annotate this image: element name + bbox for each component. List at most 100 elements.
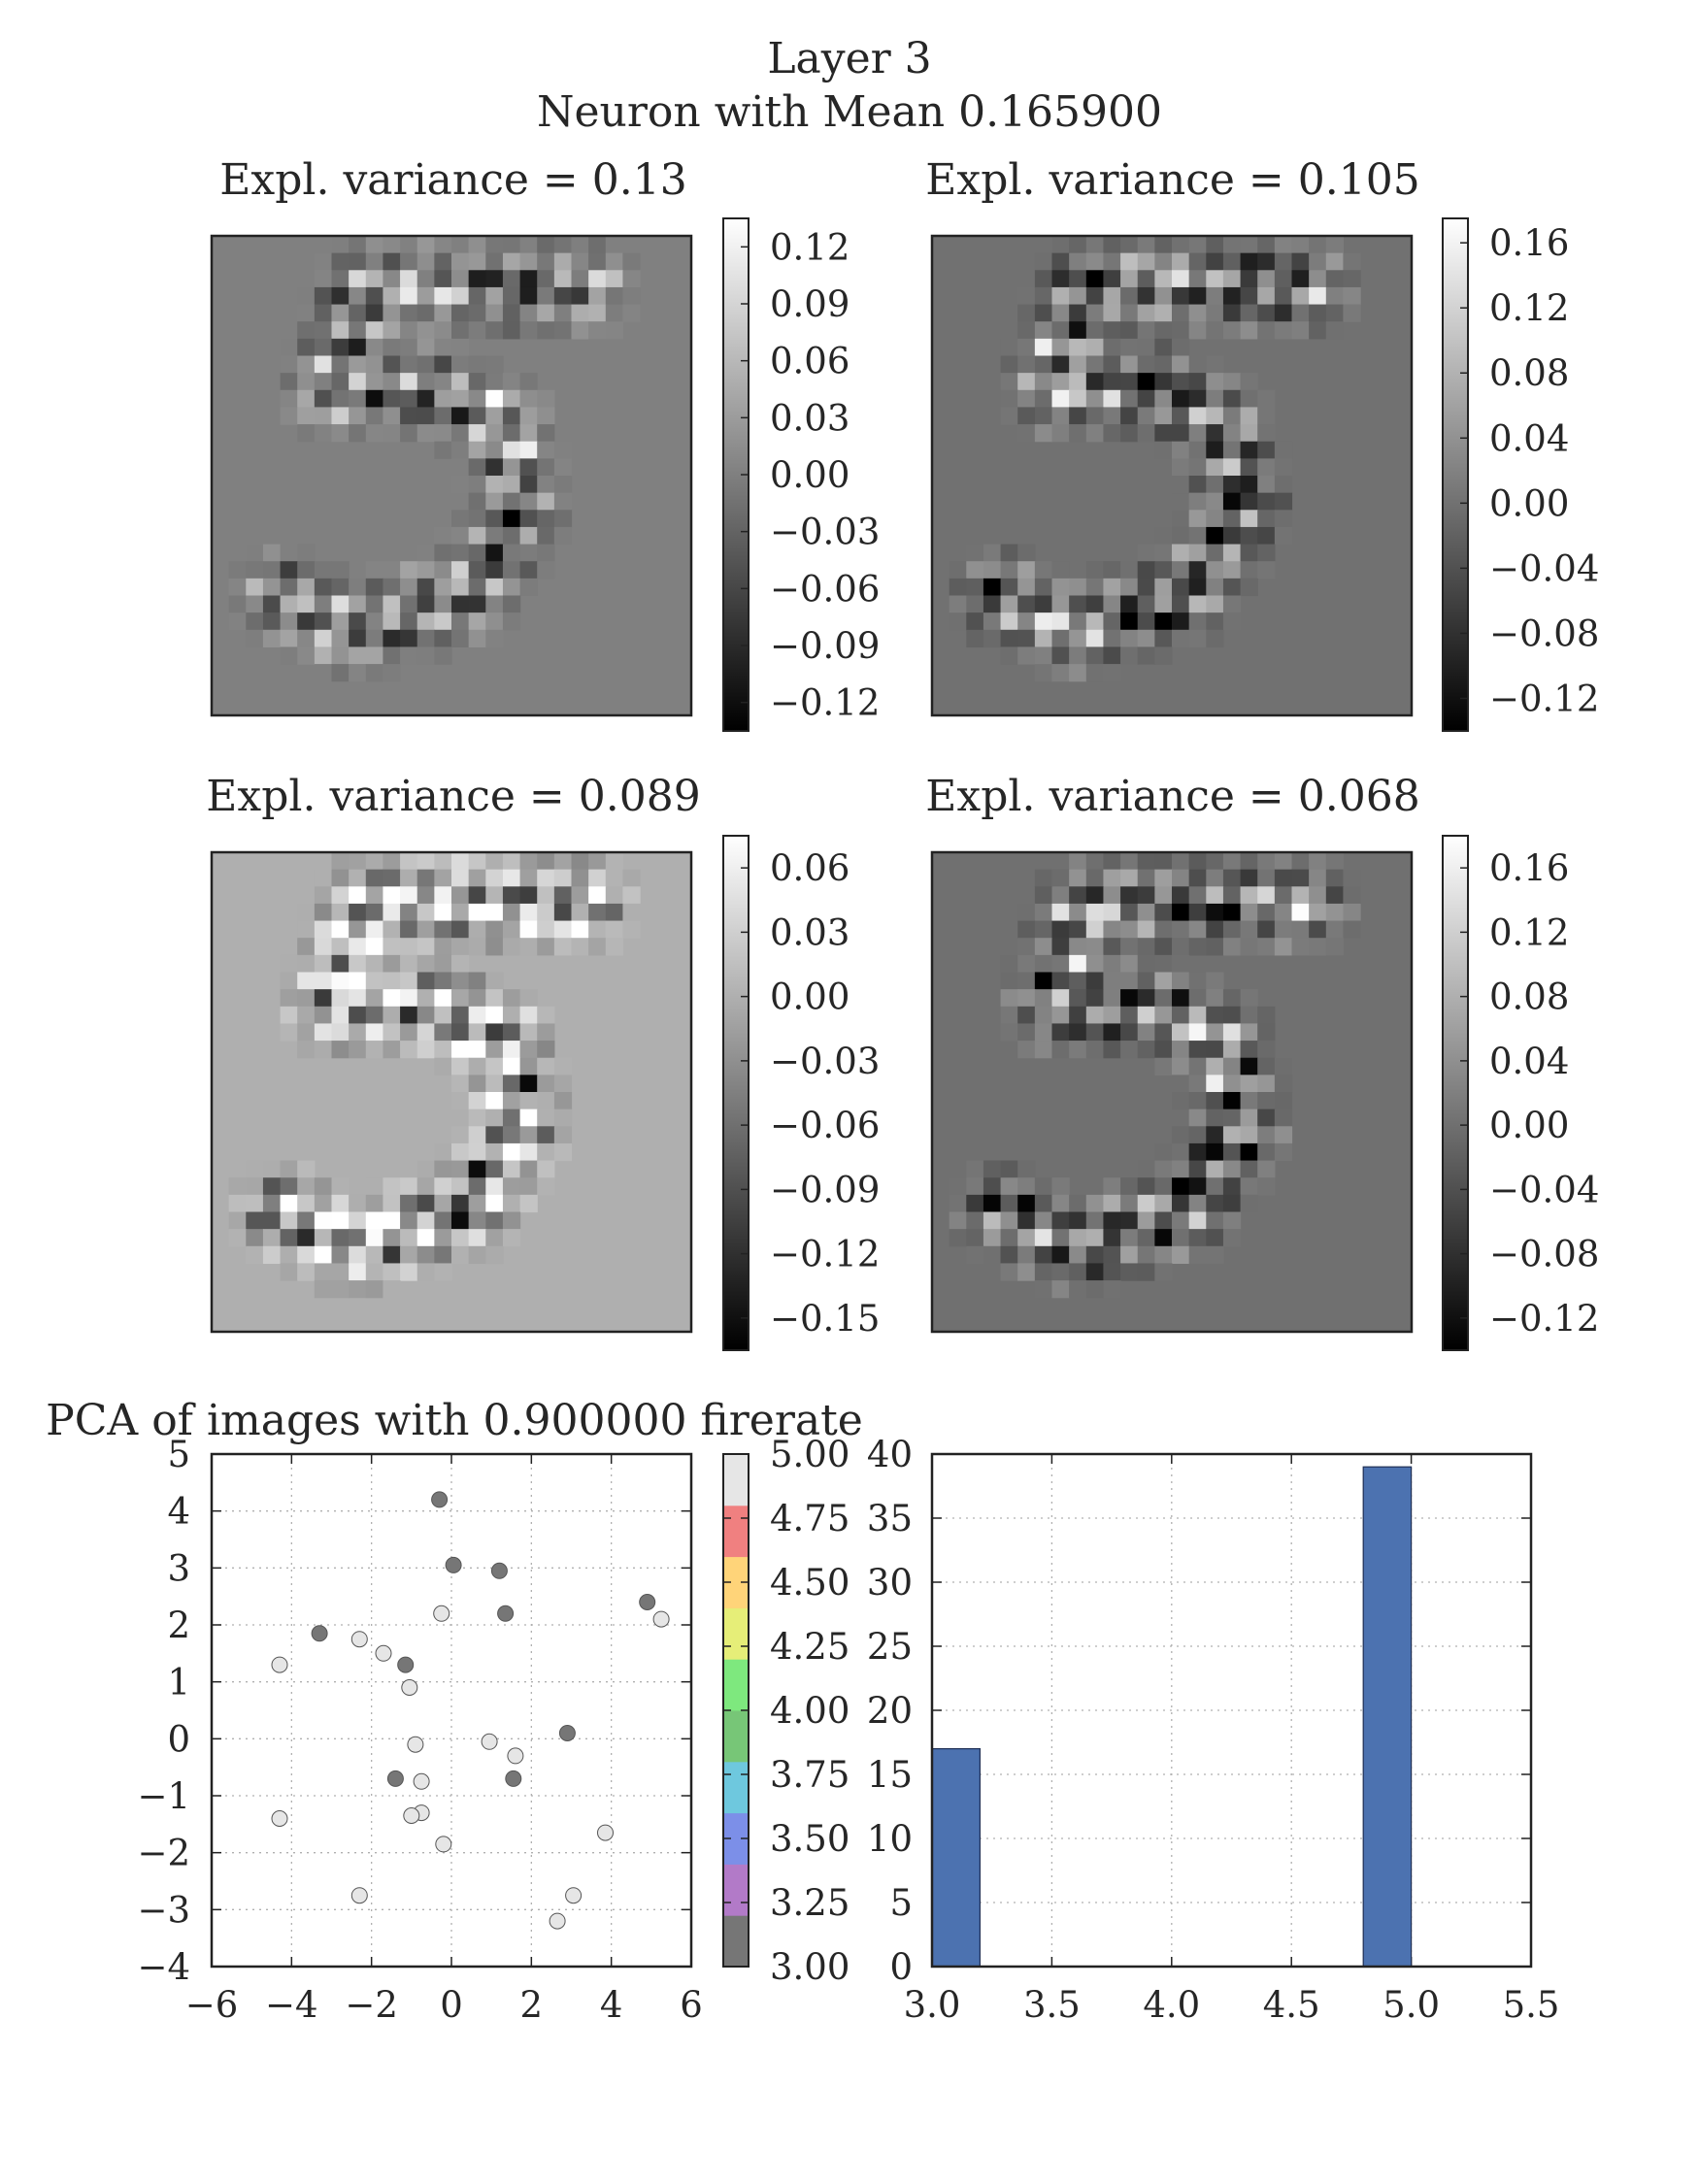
heatmap-cell — [537, 270, 555, 288]
heatmap-cell — [1309, 852, 1327, 871]
heatmap-cell — [434, 1177, 452, 1196]
heatmap-cell — [1257, 1006, 1276, 1025]
heatmap-cell — [451, 1126, 470, 1144]
heatmap-cell — [1085, 252, 1105, 271]
heatmap-cell — [1120, 373, 1139, 391]
heatmap-cell — [365, 424, 384, 443]
heatmap-cell — [1274, 441, 1293, 459]
heatmap-cell — [1188, 1006, 1207, 1025]
heatmap-cell — [1137, 1211, 1155, 1230]
heatmap-cell — [314, 989, 333, 1008]
heatmap-cell — [485, 424, 504, 443]
heatmap-cell — [451, 989, 470, 1008]
heatmap-cell — [1188, 1229, 1207, 1247]
heatmap-cell — [1274, 1075, 1293, 1093]
heatmap-cell — [297, 920, 316, 939]
heatmap-cell — [485, 1006, 504, 1025]
heatmap-cell — [949, 561, 967, 579]
heatmap-cell — [1137, 1229, 1155, 1247]
heatmap-cell — [1240, 321, 1258, 340]
heatmap-cell — [383, 1280, 401, 1299]
heatmap-cell — [262, 595, 282, 613]
heatmap-cell — [314, 1177, 333, 1196]
heatmap-cell — [314, 286, 333, 306]
heatmap-cell — [314, 373, 333, 391]
heatmap-cell — [502, 1006, 521, 1025]
scatter-point — [497, 1605, 515, 1622]
heatmap-cell — [468, 886, 486, 905]
heatmap-cell — [1069, 252, 1087, 271]
heatmap-cell — [966, 1245, 984, 1265]
heatmap-cell — [1154, 355, 1173, 374]
heatmap-cell — [1034, 903, 1053, 922]
heatmap-cell — [537, 852, 555, 871]
heatmap-cell — [1188, 1057, 1207, 1075]
heatmap-cell — [1069, 1194, 1087, 1213]
heatmap-cell — [383, 561, 401, 579]
heatmap-cell — [331, 1041, 350, 1059]
heatmap-cell — [1172, 1229, 1190, 1247]
heatmap-cell — [349, 321, 367, 340]
heatmap-cell — [1257, 561, 1276, 579]
heatmap-cell — [400, 1229, 418, 1247]
heatmap-cell — [1085, 338, 1105, 357]
heatmap-cell — [1051, 1263, 1070, 1281]
heatmap-cell — [434, 1057, 452, 1075]
heatmap-cell — [1069, 1211, 1087, 1230]
heatmap-cell — [280, 1160, 298, 1178]
heatmap-cell — [365, 972, 384, 990]
heatmap-cell — [966, 1229, 984, 1247]
heatmap-cell — [1085, 989, 1105, 1008]
heatmap-cell — [1206, 355, 1224, 374]
heatmap-cell — [1051, 270, 1070, 288]
heatmap-cell — [571, 886, 589, 905]
heatmap-cell — [519, 424, 538, 443]
heatmap-cell — [519, 441, 538, 459]
heatmap-cell — [1137, 544, 1155, 562]
heatmap-cell — [468, 252, 486, 271]
heatmap-cell — [280, 1263, 298, 1281]
heatmap-cell — [262, 1245, 282, 1265]
heatmap-cell — [451, 304, 470, 322]
heatmap-cell — [1188, 1194, 1207, 1213]
heatmap-cell — [949, 1229, 967, 1247]
heatmap-cell — [1257, 1057, 1276, 1075]
heatmap-cell — [519, 252, 538, 271]
heatmap-cell — [1206, 252, 1224, 271]
heatmap-cell — [416, 424, 435, 443]
heatmap-cell — [1206, 1023, 1224, 1042]
heatmap-cell — [416, 1211, 435, 1230]
heatmap-cell — [983, 612, 1002, 631]
heatmap-cell — [434, 286, 452, 306]
heatmap-cell — [1274, 869, 1293, 887]
heatmap-cell — [1188, 852, 1207, 871]
heatmap-cell — [1103, 338, 1121, 357]
heatmap-cell — [1206, 544, 1224, 562]
heatmap-cell — [1120, 304, 1139, 322]
heatmap-cell — [622, 304, 641, 322]
heatmap-cell — [451, 1160, 470, 1178]
heatmap-panel-2: 0.160.120.080.040.00−0.04−0.08−0.12 — [930, 217, 1599, 732]
heatmap-cell — [1103, 1229, 1121, 1247]
heatmap-cell — [365, 236, 384, 254]
y-tick-label: 1 — [167, 1662, 190, 1704]
heatmap-cell — [1206, 972, 1224, 990]
heatmap-cell — [1257, 321, 1276, 340]
heatmap-cell — [1085, 954, 1105, 974]
heatmap-cell — [1257, 286, 1276, 306]
heatmap-cell — [434, 252, 452, 271]
heatmap-cell — [383, 869, 401, 887]
heatmap-cell — [1103, 1023, 1121, 1042]
heatmap-cell — [349, 1023, 367, 1042]
heatmap-cell — [349, 270, 367, 288]
heatmap-cell — [1325, 270, 1345, 288]
heatmap-cell — [331, 1229, 350, 1247]
heatmap-cell — [314, 886, 333, 905]
heatmap-cell — [349, 954, 367, 974]
heatmap-cell — [468, 1057, 486, 1075]
heatmap-cell — [519, 1057, 538, 1075]
heatmap-cell — [966, 612, 984, 631]
heatmap-cell — [451, 1057, 470, 1075]
heatmap-cell — [1291, 886, 1310, 905]
heatmap-cell — [1051, 338, 1070, 357]
